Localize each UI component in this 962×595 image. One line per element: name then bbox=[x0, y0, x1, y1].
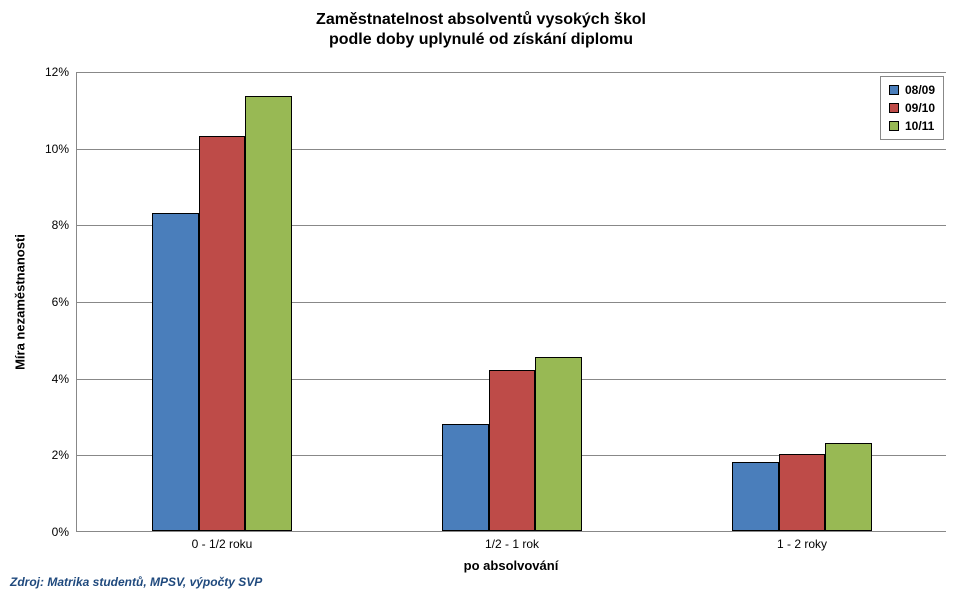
source-citation: Zdroj: Matrika studentů, MPSV, výpočty S… bbox=[10, 575, 262, 589]
bar bbox=[152, 213, 198, 531]
legend-swatch bbox=[889, 103, 899, 113]
x-tick-label: 0 - 1/2 roku bbox=[192, 537, 253, 551]
legend-item: 08/09 bbox=[889, 81, 935, 99]
y-tick-label: 6% bbox=[52, 295, 69, 309]
plot-area: 0%2%4%6%8%10%12%0 - 1/2 roku1/2 - 1 rok1… bbox=[76, 72, 946, 532]
chart-container: Zaměstnatelnost absolventů vysokých škol… bbox=[0, 0, 962, 595]
x-tick-label: 1/2 - 1 rok bbox=[485, 537, 539, 551]
y-tick-label: 2% bbox=[52, 448, 69, 462]
y-tick-label: 12% bbox=[45, 65, 69, 79]
legend-label: 10/11 bbox=[905, 117, 934, 135]
chart-title-line1: Zaměstnatelnost absolventů vysokých škol bbox=[0, 10, 962, 30]
bar bbox=[825, 443, 871, 531]
gridline bbox=[77, 72, 946, 73]
x-axis-title: po absolvování bbox=[464, 558, 559, 573]
legend-item: 09/10 bbox=[889, 99, 935, 117]
y-tick-label: 0% bbox=[52, 525, 69, 539]
x-tick-label: 1 - 2 roky bbox=[777, 537, 827, 551]
bar bbox=[199, 136, 245, 531]
legend-label: 09/10 bbox=[905, 99, 935, 117]
bar bbox=[535, 357, 581, 531]
y-tick-label: 8% bbox=[52, 218, 69, 232]
y-tick-label: 10% bbox=[45, 142, 69, 156]
bar bbox=[779, 454, 825, 531]
chart-title: Zaměstnatelnost absolventů vysokých škol… bbox=[0, 10, 962, 50]
bar bbox=[245, 96, 291, 531]
y-axis-title: Míra nezaměstnanosti bbox=[13, 234, 28, 370]
legend: 08/0909/1010/11 bbox=[880, 76, 944, 140]
legend-swatch bbox=[889, 85, 899, 95]
y-tick-label: 4% bbox=[52, 372, 69, 386]
bar bbox=[732, 462, 778, 531]
legend-item: 10/11 bbox=[889, 117, 935, 135]
legend-label: 08/09 bbox=[905, 81, 935, 99]
legend-swatch bbox=[889, 121, 899, 131]
bar bbox=[489, 370, 535, 531]
chart-title-line2: podle doby uplynulé od získání diplomu bbox=[0, 30, 962, 50]
bar bbox=[442, 424, 488, 531]
